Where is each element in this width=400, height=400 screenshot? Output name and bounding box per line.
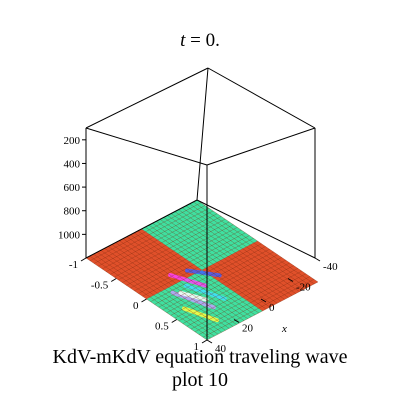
mesh-line-v-25 xyxy=(178,209,300,292)
z-tick-label-1: 800 xyxy=(64,206,81,218)
mesh-line-u-27 xyxy=(194,273,307,333)
caption-line-1: KdV-mKdV equation traveling wave xyxy=(52,346,348,368)
y-tick-mark-4 xyxy=(201,339,208,344)
mesh-line-v-29 xyxy=(193,201,315,285)
x-tick-mark-0 xyxy=(314,257,321,262)
bounding-box xyxy=(85,67,316,340)
x-tick-mark-3 xyxy=(233,319,240,323)
caption-line-2: plot 10 xyxy=(171,369,229,391)
box-edge-2 xyxy=(207,67,316,129)
plot-title: t = 0. xyxy=(0,30,400,52)
y-tick-mark-1 xyxy=(110,278,117,282)
x-tick-mark-1 xyxy=(287,278,294,282)
x-tick-mark-2 xyxy=(260,298,267,303)
box-edge-7 xyxy=(196,67,209,201)
x-axis-label: x xyxy=(281,323,287,335)
y-tick-label-3: 0.5 xyxy=(155,321,169,333)
soliton-streak-1 xyxy=(185,268,222,278)
z-tick-label-3: 400 xyxy=(64,158,81,170)
x-tick-label-4: 40 xyxy=(215,343,227,355)
box-edge-9 xyxy=(196,199,316,259)
y-tick-mark-0 xyxy=(80,257,87,262)
mesh-line-u-28 xyxy=(198,276,311,335)
axes: 1000 800 600 400 200 -1 -0.5 0 0.5 1 -40 -20 0 20 40 x xyxy=(58,135,338,355)
mesh-line-v-26 xyxy=(182,207,304,290)
mesh-line-u-26 xyxy=(190,270,302,330)
x-tick-label-2: 0 xyxy=(269,302,275,314)
y-tick-label-4: 1 xyxy=(194,341,200,353)
z-tick-label-0: 1000 xyxy=(58,229,81,241)
surface xyxy=(85,199,319,341)
soliton-streak-0 xyxy=(168,273,208,288)
x-tick-label-1: -20 xyxy=(296,282,311,294)
z-tick-label-2: 600 xyxy=(64,182,81,194)
z-tick-label-4: 200 xyxy=(64,135,81,147)
y-tick-mark-3 xyxy=(171,319,178,323)
y-tick-label-1: -0.5 xyxy=(91,280,109,292)
title-variable: t xyxy=(180,30,186,51)
y-tick-mark-2 xyxy=(141,298,147,303)
mesh-line-u-30 xyxy=(206,281,319,341)
box-edge-3 xyxy=(85,67,209,129)
x-tick-label-0: -40 xyxy=(323,261,338,273)
x-tick-label-3: 20 xyxy=(242,323,254,335)
mesh-line-v-28 xyxy=(189,203,311,287)
box-edge-0 xyxy=(85,127,208,166)
mesh-line-v-30 xyxy=(196,199,319,283)
box-edge-1 xyxy=(206,127,316,166)
y-tick-label-2: 0 xyxy=(133,300,139,312)
title-rest: = 0. xyxy=(185,30,220,51)
y-tick-label-0: -1 xyxy=(69,259,78,271)
mesh-line-u-29 xyxy=(202,279,315,338)
x-tick-mark-4 xyxy=(206,339,213,344)
mesh-line-v-27 xyxy=(185,205,308,289)
box-edge-8 xyxy=(85,199,198,259)
